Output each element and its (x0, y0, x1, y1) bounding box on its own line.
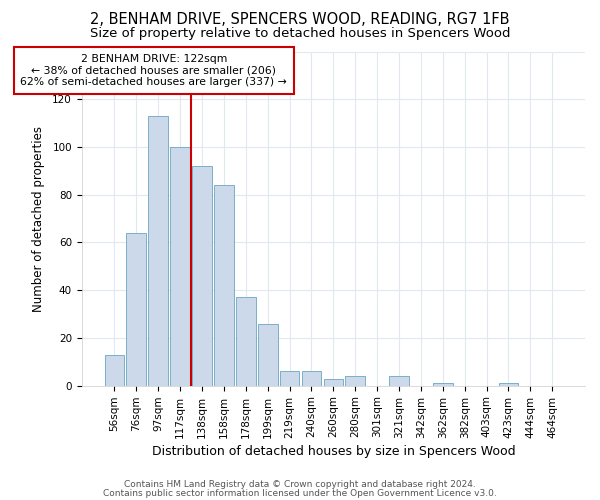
Text: 2 BENHAM DRIVE: 122sqm
← 38% of detached houses are smaller (206)
62% of semi-de: 2 BENHAM DRIVE: 122sqm ← 38% of detached… (20, 54, 287, 87)
Bar (127, 233, 146, 386)
Bar (148, 116, 168, 386)
Bar (302, 372, 322, 386)
Text: Contains HM Land Registry data © Crown copyright and database right 2024.: Contains HM Land Registry data © Crown c… (124, 480, 476, 489)
Bar (346, 376, 365, 386)
Bar (104, 354, 124, 386)
Y-axis label: Number of detached properties: Number of detached properties (32, 126, 46, 312)
Bar (433, 384, 452, 386)
Bar (258, 324, 278, 386)
Bar (170, 147, 190, 386)
Bar (323, 378, 343, 386)
Bar (389, 376, 409, 386)
Text: Size of property relative to detached houses in Spencers Wood: Size of property relative to detached ho… (90, 28, 510, 40)
Bar (192, 166, 212, 386)
Bar (214, 185, 234, 386)
X-axis label: Distribution of detached houses by size in Spencers Wood: Distribution of detached houses by size … (152, 444, 515, 458)
Bar (280, 372, 299, 386)
Bar (236, 298, 256, 386)
Bar (499, 384, 518, 386)
Text: 2, BENHAM DRIVE, SPENCERS WOOD, READING, RG7 1FB: 2, BENHAM DRIVE, SPENCERS WOOD, READING,… (90, 12, 510, 28)
Text: Contains public sector information licensed under the Open Government Licence v3: Contains public sector information licen… (103, 488, 497, 498)
